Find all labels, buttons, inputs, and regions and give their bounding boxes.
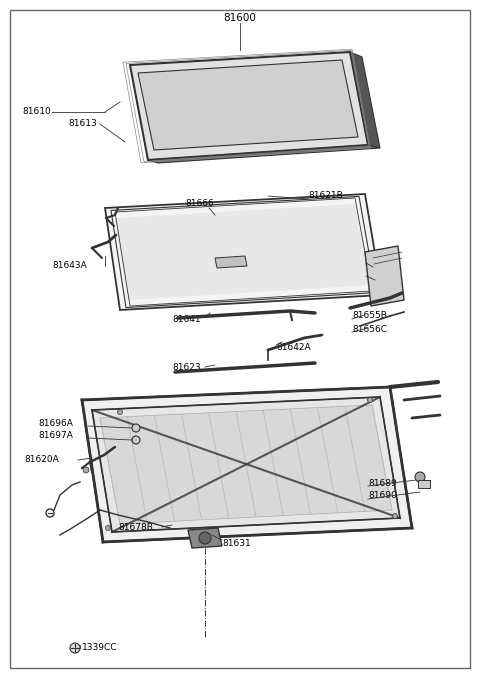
Bar	[418, 480, 430, 488]
Polygon shape	[215, 256, 247, 268]
Polygon shape	[350, 52, 380, 148]
Polygon shape	[138, 60, 358, 150]
Text: 81648: 81648	[366, 268, 395, 277]
Circle shape	[415, 472, 425, 482]
Text: 81613: 81613	[68, 119, 97, 129]
Polygon shape	[92, 397, 400, 532]
Circle shape	[70, 643, 80, 653]
Polygon shape	[100, 405, 392, 524]
Text: 81623: 81623	[172, 363, 201, 372]
Circle shape	[132, 424, 140, 432]
Text: 81678B: 81678B	[118, 523, 153, 532]
Text: 81600: 81600	[224, 13, 256, 23]
Text: 81643A: 81643A	[52, 262, 87, 271]
Text: 81641: 81641	[172, 315, 201, 325]
Circle shape	[83, 467, 89, 473]
Circle shape	[106, 525, 110, 530]
Text: 1339CC: 1339CC	[82, 643, 118, 652]
Polygon shape	[115, 204, 371, 300]
Text: 81689: 81689	[368, 479, 397, 487]
Text: 81655B: 81655B	[352, 311, 387, 321]
Text: 81656C: 81656C	[352, 325, 387, 334]
Text: 81697A: 81697A	[38, 431, 73, 439]
Text: 81642A: 81642A	[276, 344, 311, 353]
Text: 81610: 81610	[22, 108, 51, 117]
Text: 81666: 81666	[185, 199, 214, 207]
Polygon shape	[148, 145, 380, 163]
Text: 81620A: 81620A	[24, 456, 59, 464]
Text: 81631: 81631	[222, 538, 251, 548]
Text: 81696A: 81696A	[38, 418, 73, 428]
Polygon shape	[365, 246, 404, 306]
Circle shape	[393, 513, 397, 519]
Circle shape	[368, 397, 372, 403]
Text: 81690: 81690	[368, 492, 397, 500]
Circle shape	[199, 532, 211, 544]
Polygon shape	[82, 387, 412, 542]
Polygon shape	[105, 194, 382, 310]
Polygon shape	[130, 52, 368, 160]
Text: 81621B: 81621B	[308, 191, 343, 201]
Circle shape	[118, 410, 122, 414]
Polygon shape	[188, 528, 222, 548]
Circle shape	[132, 436, 140, 444]
Text: 81647: 81647	[366, 256, 395, 264]
